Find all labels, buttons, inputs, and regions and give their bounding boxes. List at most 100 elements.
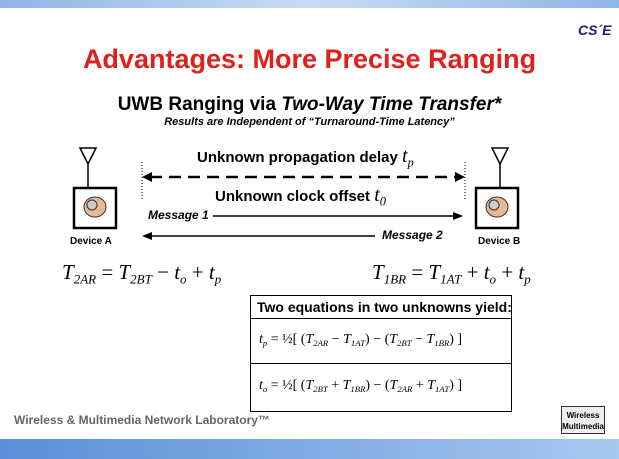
symbol-base: T [427, 378, 436, 393]
arrow-head [453, 212, 463, 220]
operator: − [328, 332, 344, 347]
symbol: T2AR [305, 332, 329, 349]
symbol: T2AR [389, 378, 413, 395]
symbol-base: t [518, 260, 525, 284]
symbol-base: T [342, 378, 351, 393]
symbol: to [259, 378, 268, 395]
message2: Message 2 [382, 228, 443, 242]
divider [251, 363, 511, 364]
symbol-base: T [389, 332, 398, 347]
symbol-sub: p [214, 271, 222, 287]
box-heading: Two equations in two unknowns yield: [257, 299, 512, 315]
device-a-label: Device A [70, 236, 112, 247]
symbol-sub: 2BT [313, 384, 328, 395]
symbol-base: t [208, 260, 215, 284]
symbol: T1BR [426, 332, 450, 349]
symbol: T2BT [118, 260, 152, 287]
logo-line: Multimedia [562, 422, 604, 431]
symbol-base: T [389, 378, 398, 393]
symbol-sub: 1AT [440, 271, 462, 287]
equation: T2AR = T2BT − to + tp [62, 260, 221, 288]
footer-text: Wireless & Multimedia Network Laboratory… [14, 413, 270, 427]
operator: ) ] [449, 378, 463, 393]
symbol-base: T [343, 332, 351, 347]
message1: Message 1 [148, 208, 209, 222]
delay-label: Unknown propagation delay tp [197, 145, 414, 170]
symbol-sub: 1AT [435, 384, 450, 395]
symbol-sub: 1AT [350, 338, 366, 349]
symbol: tp [518, 260, 531, 287]
operator: [ ( [292, 378, 306, 393]
operator: = [96, 260, 119, 284]
equation: T1BR = T1AT + to + tp [372, 260, 531, 288]
symbol-base: t [483, 260, 490, 284]
symbol-base: T [372, 260, 384, 284]
antenna-b [490, 147, 510, 188]
symbol-base: t [259, 332, 263, 347]
symbol: T1AT [343, 332, 366, 349]
symbol: T1AT [427, 378, 450, 395]
operator: = [267, 378, 283, 393]
offset-text: Unknown clock offset [215, 188, 371, 205]
symbol-sub: 2BT [397, 338, 412, 349]
symbol: T2AR [62, 260, 97, 287]
top-bar [0, 0, 619, 8]
symbol-base: t [174, 260, 181, 284]
symbol-sub: 1BR [350, 384, 366, 395]
bottom-bar [0, 439, 619, 459]
symbol: to [483, 260, 496, 287]
symbol-sub: p [524, 271, 531, 287]
title: Advantages: More Precise Ranging [82, 44, 537, 74]
operator: ) ] [449, 332, 463, 347]
symbol-base: T [305, 332, 314, 347]
antenna-a [78, 147, 98, 188]
symbol-sub: 1BR [434, 338, 450, 349]
operator: + [412, 378, 428, 393]
operator: − [151, 260, 175, 284]
symbol-base: T [118, 260, 131, 284]
symbol-base: T [62, 260, 74, 284]
operator: ) − ( [365, 332, 390, 347]
operator: [ ( [292, 332, 306, 347]
subtitle-italic: Two-Way Time Transfer* [281, 94, 502, 115]
logo-line: Wireless [566, 411, 600, 420]
divider [251, 318, 511, 319]
delay-symbol: tp [402, 145, 414, 169]
symbol: T2BT [305, 378, 328, 395]
operator: ½ [282, 332, 293, 347]
arrow-head [142, 232, 152, 240]
operator: = [267, 332, 283, 347]
symbol-base: t [259, 378, 263, 393]
symbol: T1BR [342, 378, 366, 395]
device-b-icon [485, 196, 509, 218]
arrow-head [455, 172, 465, 182]
symbol-sub: 2AR [397, 384, 413, 395]
note: Results are Independent of “Turnaround-T… [164, 116, 455, 128]
symbol-sub: 2BT [130, 271, 152, 287]
symbol-base: T [305, 378, 314, 393]
arrow-head [142, 172, 152, 182]
subtitle: UWB Ranging via Two-Way Time Transfer* [0, 94, 619, 116]
symbol-sub: o [180, 271, 187, 287]
result-box: Two equations in two unknowns yield: tp … [250, 295, 512, 412]
symbol-sub: o [262, 384, 268, 395]
operator: = [406, 260, 429, 284]
box-equation: to = ½[ (T2BT + T1BR) − (T2AR + T1AT) ] [259, 378, 462, 394]
operator: + [496, 260, 519, 284]
symbol-sub: 2AR [313, 338, 329, 349]
symbol: T2BT [389, 332, 412, 349]
operator: ½ [282, 378, 293, 393]
symbol: to [174, 260, 187, 287]
symbol: T1BR [372, 260, 407, 287]
offset-symbol: t0 [374, 184, 386, 208]
operator: ) − ( [365, 378, 390, 393]
device-b-label: Device B [478, 236, 521, 247]
symbol-sub: 2AR [73, 271, 97, 287]
symbol-sub: p [262, 338, 268, 349]
symbol-sub: 1BR [383, 271, 407, 287]
symbol-base: T [426, 332, 435, 347]
operator: + [186, 260, 209, 284]
operator: + [461, 260, 484, 284]
